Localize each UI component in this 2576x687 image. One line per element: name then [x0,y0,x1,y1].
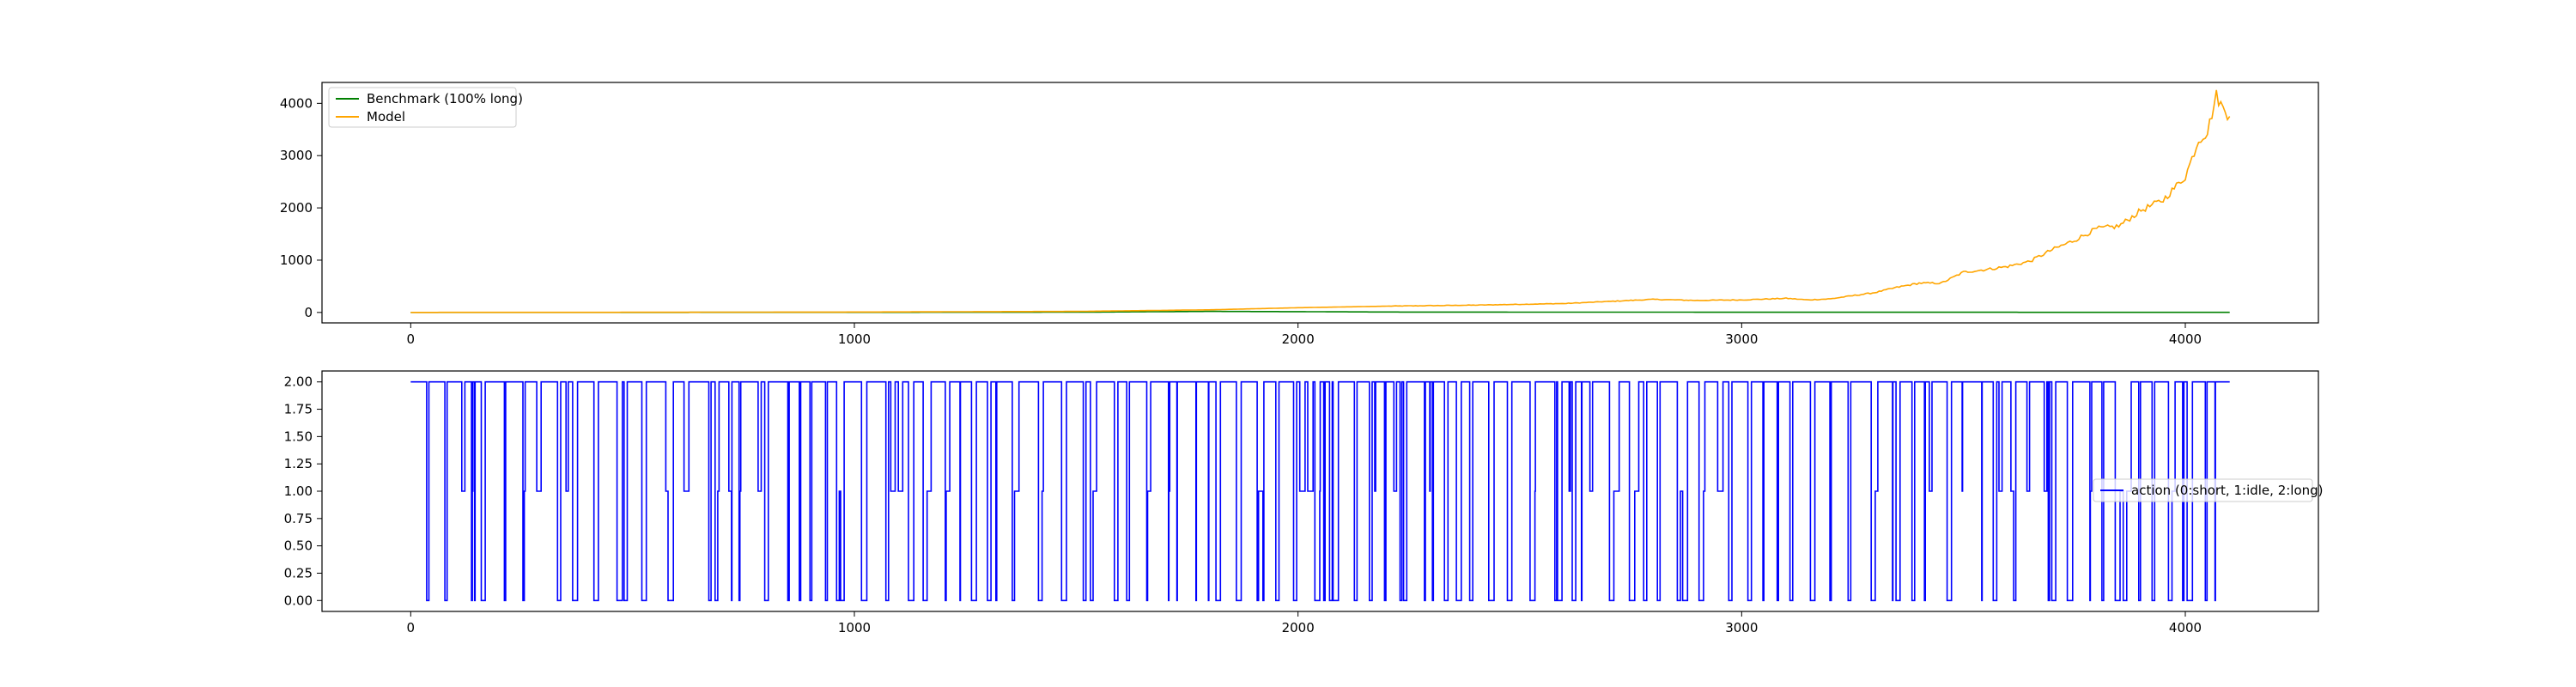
action-x-ticks: 0 1000 2000 3000 4000 [407,611,2202,635]
x-tick-label: 1000 [838,331,871,347]
x-tick-label: 4000 [2169,620,2202,635]
y-tick-label: 1.25 [284,456,313,471]
x-tick-label: 3000 [1725,620,1758,635]
y-tick-label: 0.75 [284,511,313,526]
x-tick-label: 2000 [1282,620,1315,635]
equity-legend-box [328,87,517,128]
legend-label-benchmark: Benchmark (100% long) [367,91,523,106]
series-line-action [410,380,2230,602]
equity-x-ticks: 0 1000 2000 3000 4000 [407,323,2202,347]
x-tick-label: 2000 [1282,331,1315,347]
y-tick-label: 3000 [280,148,313,163]
y-tick-label: 2000 [280,200,313,216]
y-tick-label: 0.00 [284,593,313,608]
y-tick-label: 0 [304,305,313,320]
y-tick-label: 1.00 [284,483,313,499]
y-tick-label: 1.75 [284,402,313,417]
y-tick-label: 1000 [280,252,313,268]
x-tick-label: 1000 [838,620,871,635]
x-tick-label: 0 [407,620,416,635]
legend-label-action: action (0:short, 1:idle, 2:long) [2131,483,2324,498]
action-legend: action (0:short, 1:idle, 2:long) [2093,478,2324,502]
equity-chart: 0 1000 2000 3000 4000 0 1000 2000 3000 4000 Benc… [280,82,2319,347]
y-tick-label: 2.00 [284,374,313,390]
x-tick-label: 3000 [1725,331,1758,347]
legend-label-model: Model [367,109,405,125]
y-tick-label: 4000 [280,95,313,111]
action-legend-box [2093,478,2313,502]
x-tick-label: 4000 [2169,331,2202,347]
equity-legend: Benchmark (100% long) Model [328,87,523,128]
series-line-model [410,89,2231,313]
equity-y-ticks: 0 1000 2000 3000 4000 [280,95,322,320]
equity-lines [410,89,2231,313]
y-tick-label: 0.25 [284,565,313,581]
action-chart: 0 1000 2000 3000 4000 0.00 0.25 0.50 0.75 1.00 1.… [284,370,2324,635]
x-tick-label: 0 [407,331,416,347]
y-tick-label: 0.50 [284,538,313,554]
action-y-ticks: 0.00 0.25 0.50 0.75 1.00 1.25 1.50 1.75 2.00 [284,374,322,608]
equity-chart-frame [321,82,2319,324]
y-tick-label: 1.50 [284,429,313,444]
action-lines [410,380,2230,602]
